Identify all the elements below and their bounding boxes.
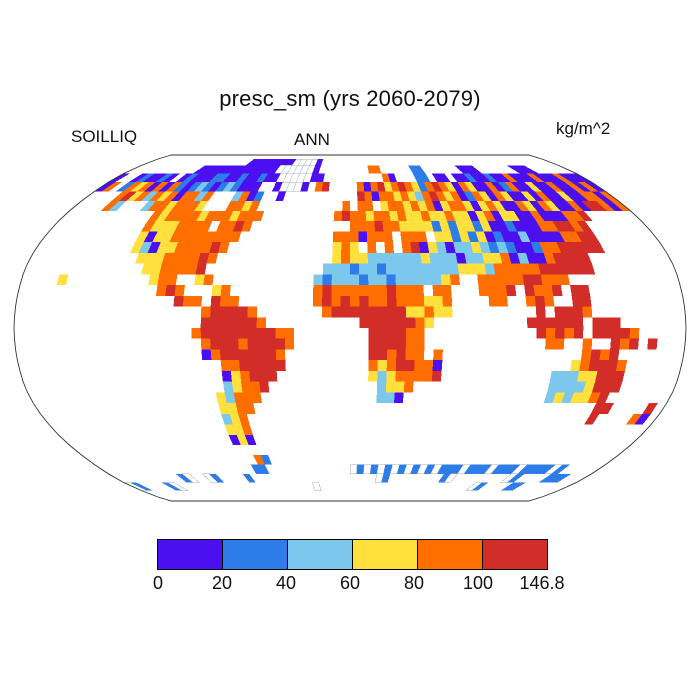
- colorbar-ticks: 0 20 40 60 80 100 146.8: [0, 573, 700, 595]
- colorbar-tick: 100: [462, 573, 494, 593]
- soil-moisture-cells: [56, 158, 658, 491]
- colorbar-tick: 60: [339, 573, 361, 593]
- colorbar-segment: [417, 539, 483, 570]
- colorbar-segment: [482, 539, 548, 570]
- units-label: kg/m^2: [556, 119, 611, 138]
- colorbar-segment: [222, 539, 288, 570]
- colorbar: [157, 539, 548, 570]
- colorbar-tick: 20: [211, 573, 233, 593]
- colorbar-segment: [287, 539, 353, 570]
- colorbar-segment: [157, 539, 223, 570]
- season-label: ANN: [294, 130, 330, 149]
- colorbar-tick: 0: [152, 573, 164, 593]
- colorbar-tick: 80: [403, 573, 425, 593]
- projection-outline: [13, 154, 687, 502]
- world-map: [13, 154, 687, 502]
- colorbar-tick: 40: [275, 573, 297, 593]
- plot-title: presc_sm (yrs 2060-2079): [219, 86, 481, 111]
- colorbar-segment: [352, 539, 418, 570]
- variable-label: SOILLIQ: [71, 127, 138, 146]
- colorbar-tick: 146.8: [519, 573, 565, 593]
